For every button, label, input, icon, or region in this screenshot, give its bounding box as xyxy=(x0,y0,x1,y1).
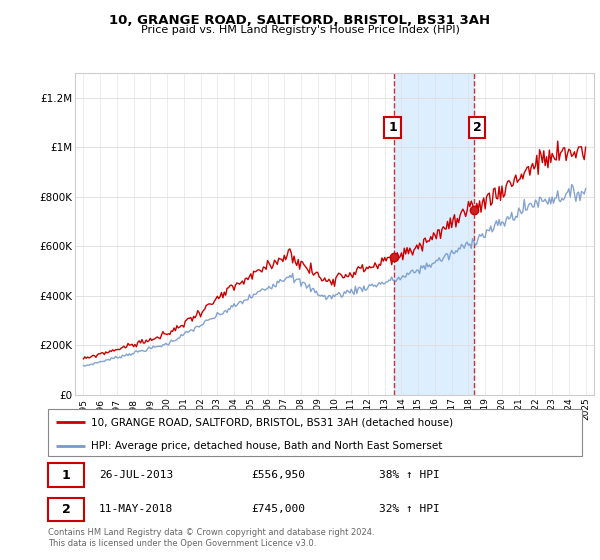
FancyBboxPatch shape xyxy=(48,497,85,521)
Text: 38% ↑ HPI: 38% ↑ HPI xyxy=(379,470,440,480)
Text: 10, GRANGE ROAD, SALTFORD, BRISTOL, BS31 3AH (detached house): 10, GRANGE ROAD, SALTFORD, BRISTOL, BS31… xyxy=(91,417,453,427)
Text: £556,950: £556,950 xyxy=(251,470,305,480)
Text: 1: 1 xyxy=(388,121,397,134)
Text: 2: 2 xyxy=(473,121,481,134)
Text: 32% ↑ HPI: 32% ↑ HPI xyxy=(379,505,440,515)
Text: 26-JUL-2013: 26-JUL-2013 xyxy=(99,470,173,480)
Text: 2: 2 xyxy=(62,503,71,516)
Text: HPI: Average price, detached house, Bath and North East Somerset: HPI: Average price, detached house, Bath… xyxy=(91,441,442,451)
Text: 1: 1 xyxy=(62,469,71,482)
Bar xyxy=(394,73,475,395)
FancyBboxPatch shape xyxy=(48,463,85,487)
Text: £745,000: £745,000 xyxy=(251,505,305,515)
Text: Contains HM Land Registry data © Crown copyright and database right 2024.
This d: Contains HM Land Registry data © Crown c… xyxy=(48,528,374,548)
Text: 11-MAY-2018: 11-MAY-2018 xyxy=(99,505,173,515)
Text: 10, GRANGE ROAD, SALTFORD, BRISTOL, BS31 3AH: 10, GRANGE ROAD, SALTFORD, BRISTOL, BS31… xyxy=(109,14,491,27)
Text: Price paid vs. HM Land Registry's House Price Index (HPI): Price paid vs. HM Land Registry's House … xyxy=(140,25,460,35)
